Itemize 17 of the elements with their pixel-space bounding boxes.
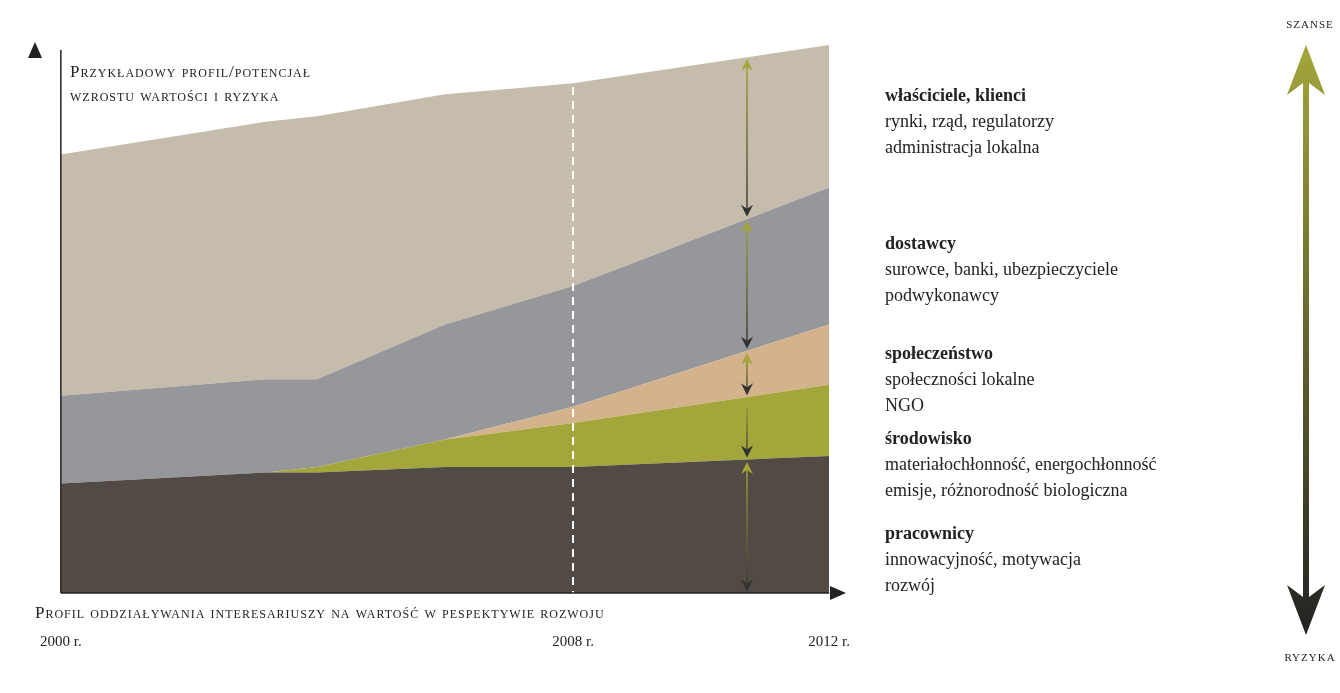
text: surowce, banki, ubezpieczyciele podwykonawcy [885,258,1118,307]
text: środowisko [885,427,973,450]
text: społeczeństwo [885,342,994,365]
text: innowacyjność, motywacja rozwój [885,548,1081,597]
x-tick-label: 2012 r. [808,632,850,649]
x-tick-label: 2008 r. [552,632,594,649]
x-tick-label: 2000 r. [40,632,82,649]
text: dostawcy [885,232,957,255]
text: ryzyka [1283,648,1337,665]
text: rynki, rząd, regulatorzy administracja lokalna [885,110,1054,159]
text: Przykładowy profil/potencjał wzrostu wartości i ryzyka [70,61,313,107]
text: społeczności lokalne NGO [885,368,1035,417]
text: właściciele, klienci [885,84,1027,107]
text: szanse [1285,15,1335,32]
text: materiałochłonność, energochłonność emisje, różnorodność biologiczna [885,453,1157,502]
text: pracownicy [885,522,975,545]
x-axis-title: Profil oddziaływania interesariuszy na wartość w pespektywie rozwoju [35,603,605,623]
